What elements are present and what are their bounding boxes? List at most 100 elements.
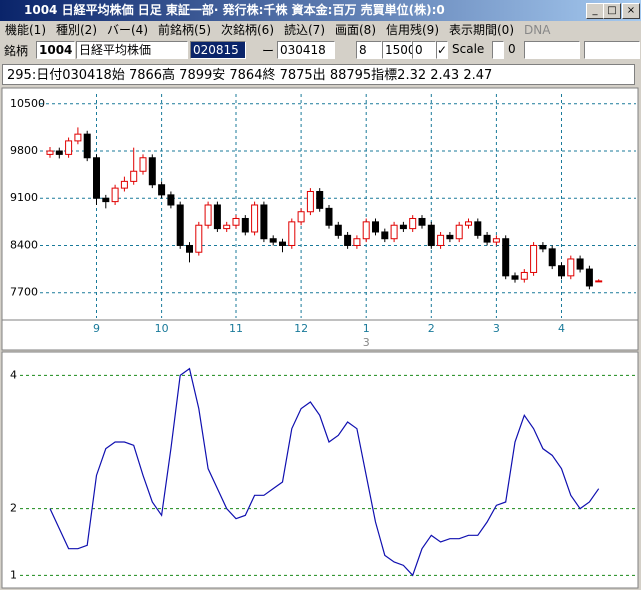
indicator-line [49, 367, 600, 577]
candle-body [353, 238, 361, 246]
candle-body [492, 238, 500, 243]
y-tick-label: 9100 [10, 191, 38, 204]
menu-item[interactable]: 種別(2) [56, 23, 97, 37]
candle-body [511, 275, 519, 280]
candle-body [232, 217, 240, 226]
x-sublabel: 3 [363, 336, 370, 349]
candle-body [130, 170, 138, 182]
code-field[interactable]: 1004 [36, 41, 76, 59]
y-tick-label: 7700 [10, 286, 38, 299]
scale-label: Scale [452, 42, 485, 56]
x-tick-label: 2 [428, 322, 435, 335]
x-tick-label: 11 [229, 322, 243, 335]
check-0-label: 0 [508, 42, 516, 56]
slider-2[interactable] [584, 41, 640, 59]
candle-body [186, 244, 193, 253]
candle-body [427, 224, 435, 246]
y-tick-label: 1 [10, 568, 17, 581]
candle-body [437, 234, 445, 246]
candle-body [269, 238, 277, 243]
candle-body [158, 184, 166, 196]
menu-item[interactable]: 機能(1) [5, 23, 46, 37]
candle-body [576, 258, 584, 270]
candle-body [167, 194, 175, 206]
window-title: 1004 日経平均株価 日足 東証一部· 発行株:千株 資本金:百万 売買単位(… [24, 3, 445, 17]
candle-body [139, 157, 147, 172]
candle-body [520, 271, 528, 280]
candle-body [390, 224, 398, 240]
candle-body [595, 280, 603, 283]
candle-body [297, 211, 305, 223]
menu-item[interactable]: 画面(8) [335, 23, 376, 37]
candle-body [409, 217, 417, 230]
candle-body [585, 268, 593, 287]
field-2[interactable]: 1500 [382, 41, 416, 59]
y-tick-label: 4 [10, 368, 17, 381]
candle-body [213, 204, 221, 230]
x-tick-label: 10 [155, 322, 169, 335]
candle-body [362, 221, 370, 240]
candle-body [483, 234, 491, 243]
from-date[interactable]: 020815 [190, 41, 246, 59]
candle-body [46, 150, 54, 155]
indicator-panel [1, 351, 639, 589]
scale-check[interactable]: ✓ [436, 41, 448, 59]
dash: ー [262, 44, 275, 58]
candle-body [120, 180, 128, 189]
menu-item[interactable]: バー(4) [107, 23, 148, 37]
candle-body [455, 224, 463, 240]
candle-body [344, 234, 352, 246]
candle-body [446, 234, 454, 240]
x-tick-label: 1 [363, 322, 370, 335]
candle-body [474, 221, 482, 236]
candle-body [260, 204, 268, 240]
x-tick-label: 4 [558, 322, 565, 335]
candle-body [381, 231, 389, 240]
menu-item[interactable]: 表示期間(0) [449, 23, 514, 37]
field-1[interactable]: 8 [356, 41, 382, 59]
candle-body [148, 157, 156, 186]
x-tick-label: 9 [93, 322, 100, 335]
candle-body [539, 244, 547, 250]
check-0[interactable] [492, 41, 504, 59]
to-date[interactable]: 030418 [277, 41, 335, 59]
candle-body [55, 150, 63, 155]
name-field[interactable]: 日経平均株価 [76, 41, 188, 59]
x-tick-label: 3 [493, 322, 500, 335]
candle-body [325, 207, 333, 226]
candle-body [74, 133, 82, 142]
menu-item[interactable]: 前銘柄(5) [158, 23, 211, 37]
menu-item[interactable]: 次銘柄(6) [221, 23, 274, 37]
minimize[interactable]: _ [586, 3, 604, 19]
maximize[interactable]: □ [603, 3, 621, 19]
candle-body [279, 241, 286, 246]
candle-body [65, 140, 73, 155]
candle-body [223, 224, 231, 230]
candle-body [502, 238, 510, 277]
candle-body [306, 190, 314, 213]
y-tick-label: 8400 [10, 238, 38, 251]
y-tick-label: 9800 [10, 144, 38, 157]
candle-body [288, 221, 296, 246]
field-3[interactable]: 0 [412, 41, 436, 59]
candle-body [316, 190, 324, 209]
candle-body [399, 224, 407, 230]
candle-body [241, 217, 249, 233]
candle-body [372, 221, 379, 233]
candle-body [530, 244, 538, 273]
axis-panel [1, 319, 639, 351]
candle-body [465, 221, 472, 226]
slider-1[interactable] [524, 41, 580, 59]
candle-body [83, 133, 91, 159]
menu-item[interactable]: 信用残(9) [386, 23, 439, 37]
candle-body [176, 204, 184, 246]
menu-item[interactable]: DNA [524, 23, 551, 37]
candle-body [567, 258, 575, 277]
menu-item[interactable]: 読込(7) [284, 23, 325, 37]
candle-body [102, 197, 110, 203]
info-line: 295:日付030418始 7866高 7899安 7864終 7875出 88… [2, 64, 635, 85]
close[interactable]: × [622, 3, 640, 19]
menu-bar: 機能(1) 種別(2) バー(4) 前銘柄(5) 次銘柄(6) 読込(7) 画面(8) 信用残… [0, 21, 641, 39]
